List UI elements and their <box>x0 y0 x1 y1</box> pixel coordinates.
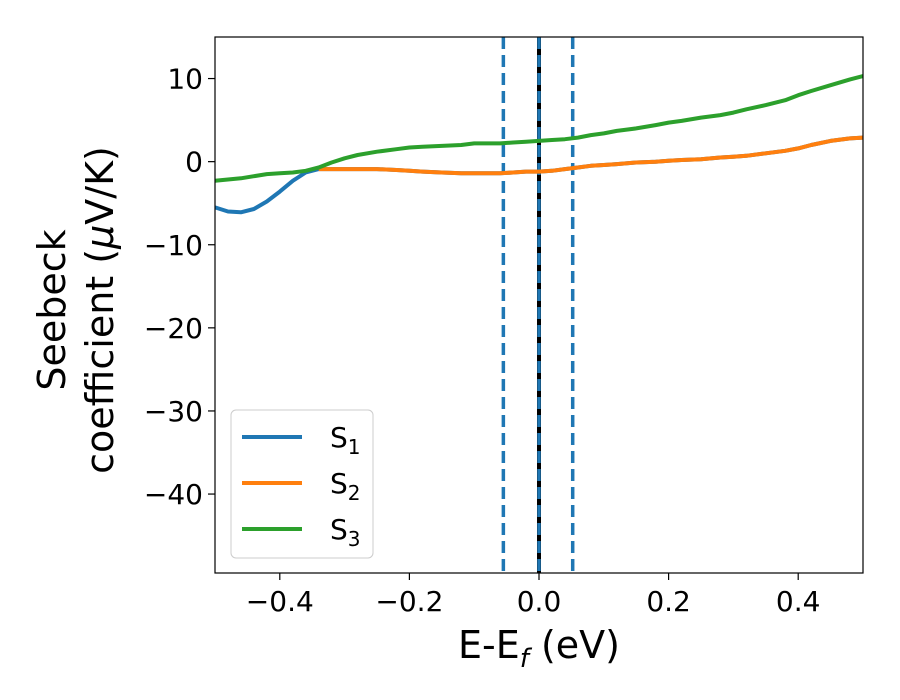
y-axis-title-line1: Seebeck <box>30 229 74 390</box>
series-layer <box>214 74 864 215</box>
x-ticks-layer: −0.4 −0.2 0.0 0.2 0.4 <box>246 573 821 618</box>
legend-entries: S1 S2 S3 <box>242 421 361 551</box>
x-axis-title-main: E-E <box>458 623 520 667</box>
legend: S1 S2 S3 <box>230 409 374 559</box>
legend-label-s2: S2 <box>330 467 361 505</box>
y-axis-title: Seebeck coefficient (μV/K) <box>30 146 122 474</box>
legend-label-s3: S3 <box>330 513 361 551</box>
y-tick-label: −20 <box>144 312 203 345</box>
x-axis-title-suffix: (eV) <box>529 623 620 667</box>
x-tick-label: −0.2 <box>375 585 443 618</box>
y-tick-label: 0 <box>185 146 203 179</box>
y-tick-label: −40 <box>144 478 203 511</box>
y-tick-label: −30 <box>144 395 203 428</box>
y-axis-title-unit: V/K) <box>78 146 122 225</box>
vertical-lines-layer <box>501 37 575 573</box>
x-tick-label: −0.4 <box>246 585 314 618</box>
y-ticks-layer: −40 −30 −20 −10 0 10 <box>144 63 215 511</box>
series-line-s2 <box>318 135 864 176</box>
y-tick-label: −10 <box>144 229 203 262</box>
series-line-s3 <box>214 74 864 183</box>
x-tick-label: 0.4 <box>776 585 821 618</box>
x-tick-label: 0.0 <box>517 585 562 618</box>
y-tick-label: 10 <box>167 63 203 96</box>
y-axis-title-mu: μ <box>78 225 122 250</box>
x-tick-label: 0.2 <box>646 585 691 618</box>
y-axis-title-line2: coefficient (μV/K) <box>78 146 122 474</box>
y-axis-title-coef: coefficient ( <box>78 249 122 474</box>
x-axis-title: E-Ef (eV) <box>458 623 620 674</box>
legend-label-s1: S1 <box>330 421 361 459</box>
